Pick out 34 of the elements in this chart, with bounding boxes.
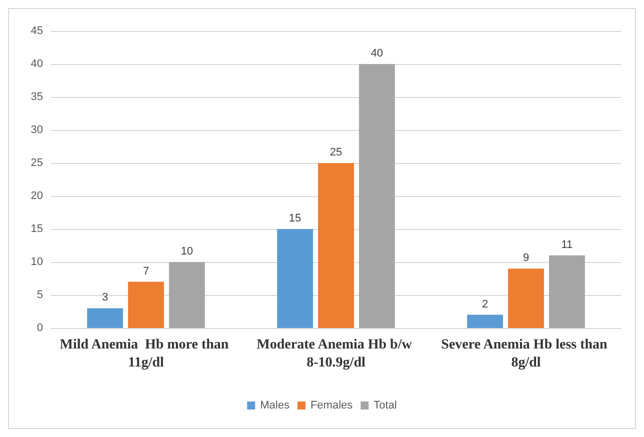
- x-tick-label: Mild Anemia Hb more than 11g/dl: [60, 338, 232, 370]
- bar: [358, 64, 395, 328]
- y-tick-label: 15: [30, 223, 43, 235]
- bar: [87, 308, 124, 328]
- y-tick-label: 40: [30, 58, 43, 70]
- y-tick-label: 0: [36, 322, 43, 334]
- data-label: 9: [522, 252, 530, 264]
- y-tick-label: 5: [36, 289, 43, 301]
- legend-label: Total: [374, 400, 397, 412]
- y-tick-label: 30: [30, 124, 43, 136]
- bar: [548, 255, 585, 328]
- data-label: 10: [180, 246, 194, 258]
- y-tick-label: 45: [30, 25, 43, 37]
- x-tick-label: Moderate Anemia Hb b/w 8-10.9g/dl: [256, 338, 416, 370]
- data-label: 7: [142, 265, 150, 278]
- data-label: 40: [370, 48, 384, 60]
- legend-label: Males: [260, 400, 290, 412]
- legend-label: Females: [310, 400, 354, 412]
- x-tick-label: Severe Anemia Hb less than 8g/dl: [441, 338, 611, 370]
- data-label: 25: [330, 146, 342, 158]
- data-label: 11: [561, 238, 573, 251]
- bar: [318, 163, 354, 328]
- y-tick-label: 20: [30, 190, 43, 202]
- data-label: 2: [482, 298, 488, 310]
- data-label: 15: [288, 212, 302, 224]
- y-tick-label: 25: [30, 157, 43, 169]
- bar: [508, 268, 544, 328]
- y-tick-label: 10: [30, 256, 43, 268]
- y-tick-label: 35: [30, 91, 43, 103]
- data-label: 3: [102, 292, 108, 304]
- bar: [467, 314, 504, 328]
- bar: [168, 262, 205, 328]
- bar: [128, 282, 164, 328]
- bar: [277, 229, 314, 328]
